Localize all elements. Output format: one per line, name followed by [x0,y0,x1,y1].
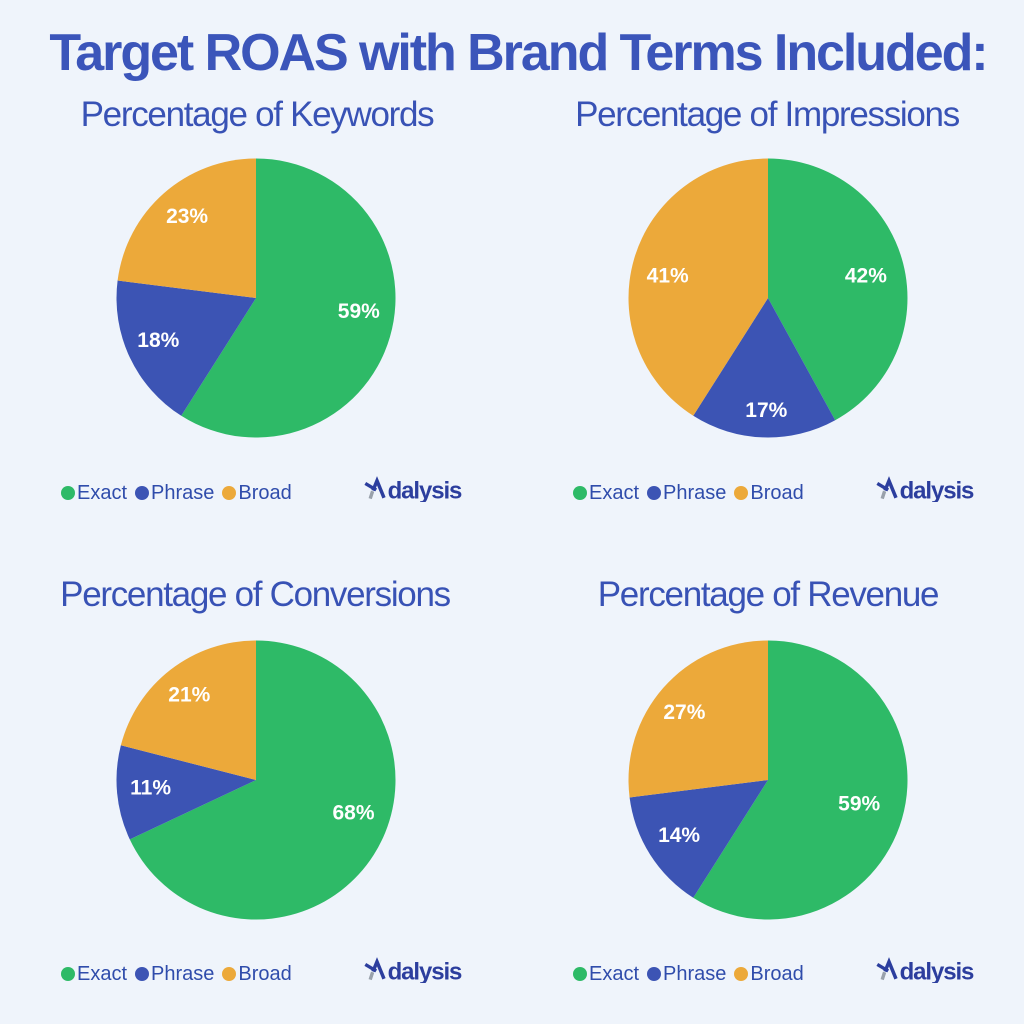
svg-text:68%: 68% [332,801,374,824]
svg-text:59%: 59% [337,299,379,322]
svg-text:17%: 17% [745,399,787,422]
svg-text:18%: 18% [137,329,179,352]
svg-text:dalysis: dalysis [900,478,974,503]
svg-text:21%: 21% [168,684,210,707]
svg-text:14%: 14% [658,824,700,847]
svg-text:59%: 59% [838,793,880,816]
svg-text:dalysis: dalysis [900,959,974,984]
svg-text:23%: 23% [166,205,208,228]
svg-text:41%: 41% [646,264,688,287]
svg-text:27%: 27% [663,701,705,724]
svg-text:dalysis: dalysis [388,478,462,503]
svg-text:dalysis: dalysis [388,959,462,984]
svg-text:42%: 42% [845,264,887,287]
svg-text:11%: 11% [130,777,171,800]
